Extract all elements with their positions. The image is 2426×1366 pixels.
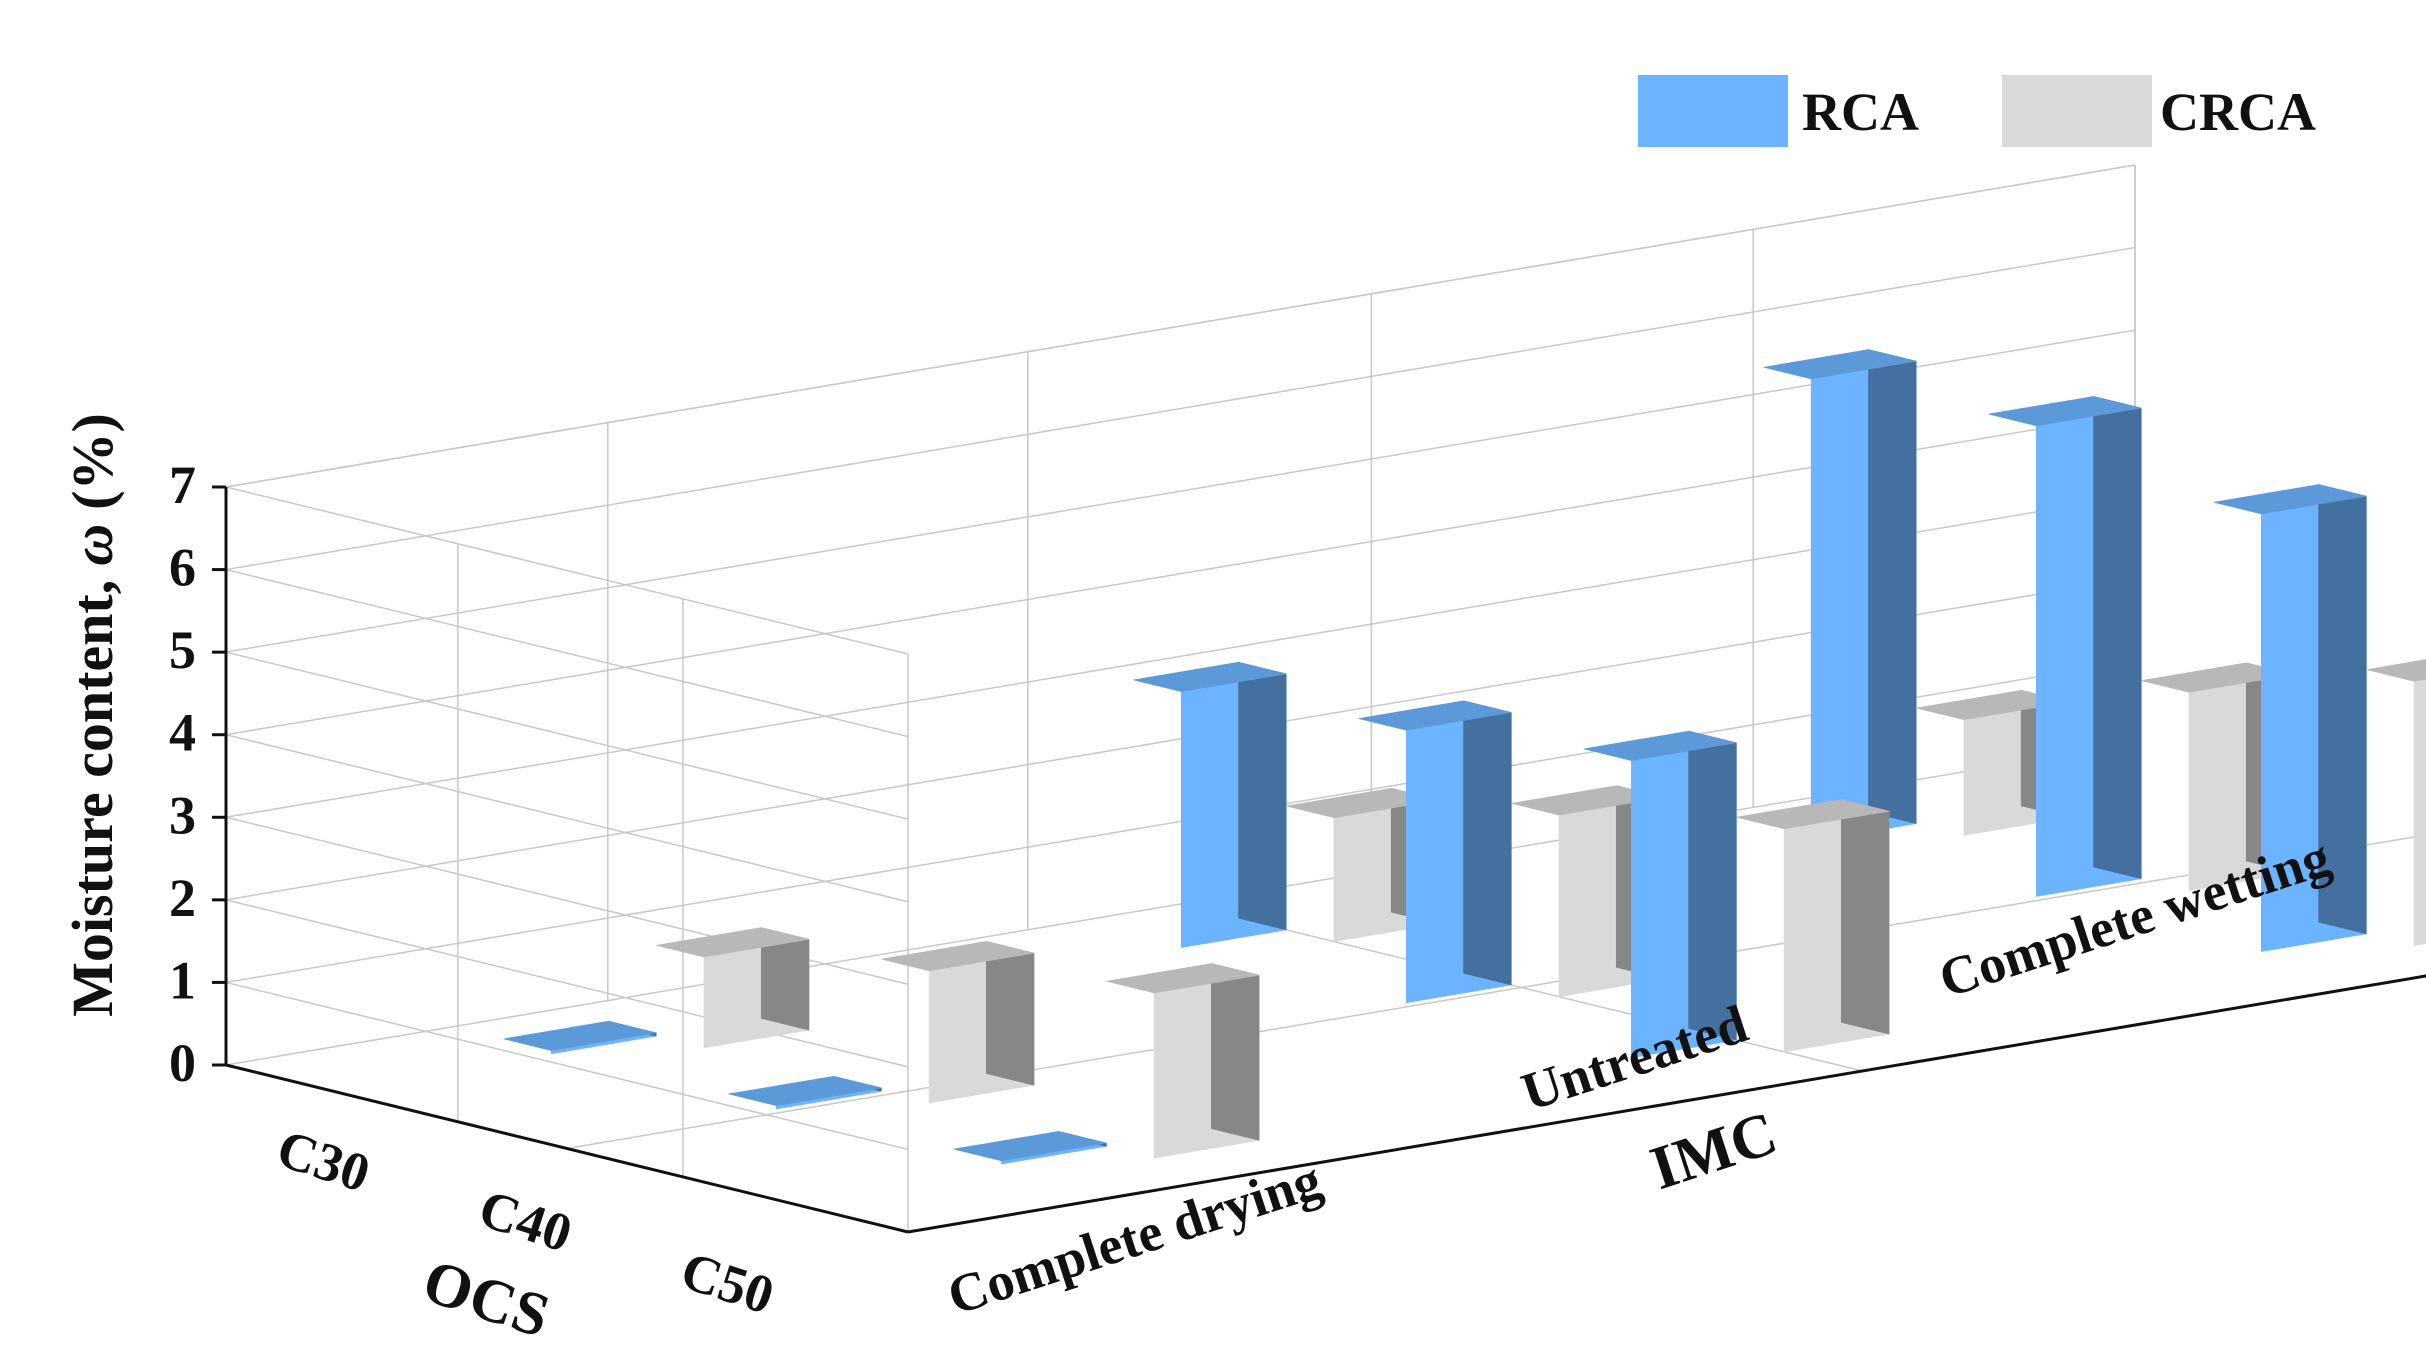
side-wall-gridline [225,899,909,1068]
bar-top-face [2366,659,2426,682]
bar-top-face [1358,700,1512,731]
z-axis-title: Moisture content,ω(%) [60,413,125,1017]
floor-gridline [566,834,2426,1150]
y-tick-label: C30 [270,1118,377,1204]
y-axis-title: OCS [415,1247,557,1351]
bar-top-face [656,927,810,958]
side-wall-gridline [225,733,909,903]
bar-top-face [1583,730,1737,761]
bar-rca [728,1075,882,1110]
bar-top-face [881,941,1035,972]
bar-rca [503,1020,657,1055]
bar-top-face [1133,661,1287,692]
bar-side-face [1868,349,1917,825]
bar-top-face [1763,349,1917,380]
back-wall-gridline [225,246,2136,571]
x-tick-label: Complete drying [940,1149,1328,1326]
bar-crca [1736,799,1890,1053]
side-wall-gridline [225,651,909,820]
bar-top-face [1511,785,1665,816]
side-wall-gridline [225,981,909,1151]
legend-swatch-rca [1638,75,1788,147]
side-wall-gridline [225,486,909,655]
bar-crca [881,941,1035,1104]
x-axis-title: IMC [1643,1099,1785,1203]
bar-rca [1583,730,1737,1059]
z-tick-label: 1 [169,950,196,1010]
side-wall-gridline [225,568,909,738]
z-tick-label: 5 [169,620,196,680]
box-top-edge [225,164,2136,488]
legend-swatch-crca [2002,75,2152,147]
bar-rca [1763,349,1917,842]
z-tick-label: 6 [169,538,196,598]
bar-side-face [2093,396,2142,880]
bar-top-face [503,1020,657,1051]
x-axis-line [907,974,2426,1234]
bar-rca [1988,396,2142,897]
bar-crca [656,927,810,1049]
z-tick-label: 3 [169,785,196,845]
bar-top-face [728,1075,882,1106]
bar-rca [2213,484,2367,952]
bar-side-face [1211,963,1260,1141]
legend: RCA CRCA [1638,75,2316,147]
z-tick-label: 0 [169,1033,196,1093]
bars-layer [503,349,2426,1165]
bar-crca [2366,659,2426,946]
bar-top-face [2213,484,2367,515]
bar-crca [1106,963,1260,1159]
bar-side-face [985,941,1035,1086]
y-tick-label: C50 [674,1240,781,1326]
bar-top-face [2141,662,2295,693]
bar-top-face [953,1131,1107,1162]
bar-side-face [1238,661,1287,931]
y-tick-label: C40 [472,1178,579,1264]
bar-side-face [1688,730,1737,1041]
axis-layer [212,485,2426,1234]
bar-top-face [1736,799,1890,830]
bar-top-face [1988,396,2142,427]
y-axis-line [225,1063,909,1234]
bar-side-face [1463,700,1512,986]
z-tick-label: 2 [169,868,196,928]
bar-top-face [1286,788,1440,819]
z-tick-label: 7 [169,455,196,515]
bar-rca [1133,661,1287,948]
bar-rca [953,1130,1107,1165]
legend-label-crca: CRCA [2160,82,2316,142]
bar-side-face [1841,799,1890,1035]
bar-top-face [1916,690,2069,721]
z-tick-label: 4 [169,703,196,763]
legend-label-rca: RCA [1802,82,1919,142]
bar-rca [1358,700,1512,1004]
bar-top-face [1106,963,1260,994]
bar-front-face [2413,678,2426,946]
